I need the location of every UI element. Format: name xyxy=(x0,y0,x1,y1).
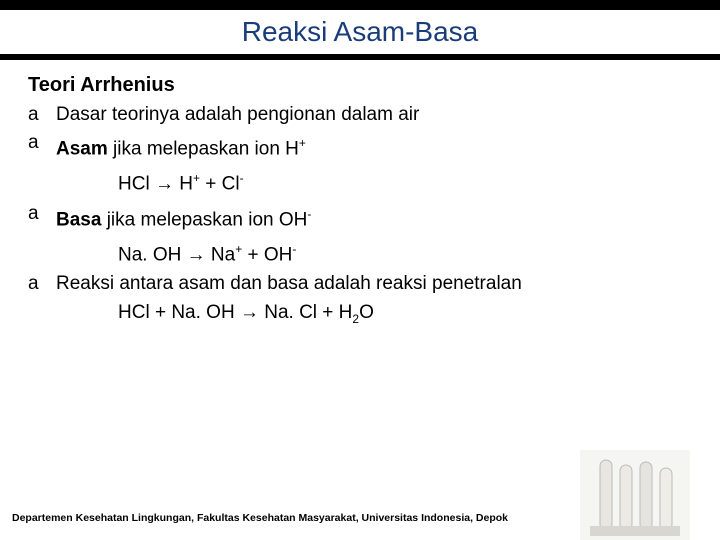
equation: HCl → H+ + Cl- xyxy=(118,165,692,197)
title-bar: Reaksi Asam-Basa xyxy=(0,10,720,54)
content-area: Teori Arrhenius a Dasar teorinya adalah … xyxy=(0,64,720,332)
bullet-icon: a xyxy=(28,202,46,226)
bold-term: Basa xyxy=(56,209,101,230)
superscript: - xyxy=(240,171,244,185)
list-item: a Reaksi antara asam dan basa adalah rea… xyxy=(28,272,692,296)
superscript: - xyxy=(292,242,296,256)
superscript: + xyxy=(193,171,200,185)
eq-part: + OH xyxy=(242,244,292,265)
item-text: Reaksi antara asam dan basa adalah reaks… xyxy=(56,272,522,296)
bullet-icon: a xyxy=(28,131,46,155)
eq-part: HCl → H xyxy=(118,174,193,195)
item-text: Dasar teorinya adalah pengionan dalam ai… xyxy=(56,103,419,127)
equation: Na. OH → Na+ + OH- xyxy=(118,236,692,268)
equation: HCl + Na. OH → Na. Cl + H2O xyxy=(118,300,692,332)
bold-term: Asam xyxy=(56,138,108,159)
test-tubes-icon xyxy=(580,450,690,540)
bullet-icon: a xyxy=(28,103,46,127)
list-item: a Basa jika melepaskan ion OH- xyxy=(28,202,692,232)
eq-part: Na. OH → Na xyxy=(118,244,235,265)
bullet-icon: a xyxy=(28,272,46,296)
item-text: Asam jika melepaskan ion H+ xyxy=(56,131,306,161)
item-text: Basa jika melepaskan ion OH- xyxy=(56,202,311,232)
text-span: jika melepaskan ion OH xyxy=(101,209,307,230)
section-heading: Teori Arrhenius xyxy=(28,74,692,97)
list-item: a Dasar teorinya adalah pengionan dalam … xyxy=(28,103,692,127)
superscript: - xyxy=(307,207,311,221)
eq-part: HCl + Na. OH → Na. Cl + H xyxy=(118,302,352,323)
superscript: + xyxy=(299,136,306,150)
eq-part: O xyxy=(359,302,374,323)
list-item: a Asam jika melepaskan ion H+ xyxy=(28,131,692,161)
footer-text: Departemen Kesehatan Lingkungan, Fakulta… xyxy=(12,512,508,524)
text-span: jika melepaskan ion H xyxy=(108,138,299,159)
slide-title: Reaksi Asam-Basa xyxy=(242,8,479,55)
eq-part: + Cl xyxy=(200,174,240,195)
